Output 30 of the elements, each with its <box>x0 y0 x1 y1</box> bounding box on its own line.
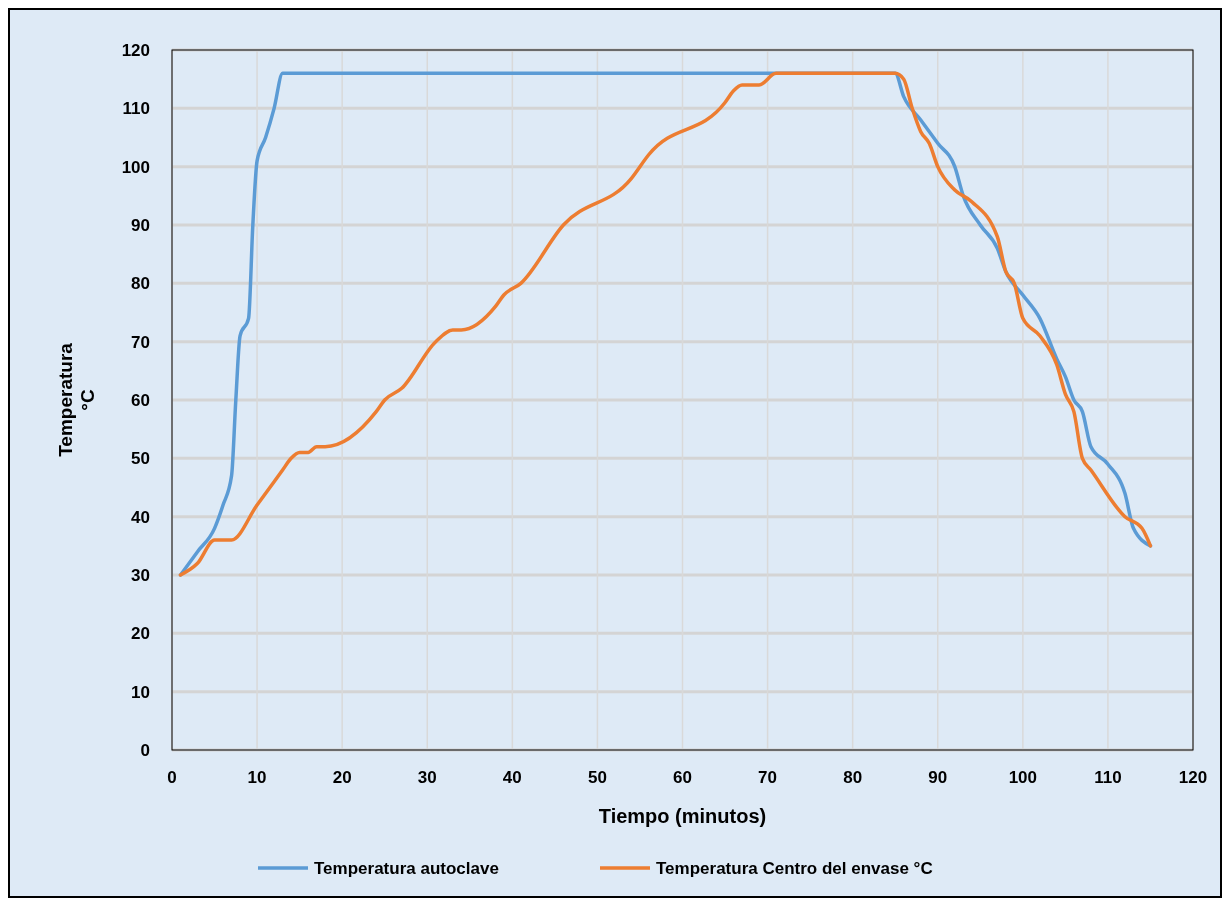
x-tick-label: 120 <box>1178 768 1208 787</box>
y-tick-label: 30 <box>131 565 150 585</box>
x-tick-label: 100 <box>1008 768 1038 787</box>
y-tick-label: 10 <box>131 682 150 702</box>
x-tick-label: 60 <box>673 768 692 787</box>
x-tick-label: 110 <box>1094 768 1122 787</box>
y-tick-label: 70 <box>131 332 150 352</box>
y-tick-label: 120 <box>121 40 150 60</box>
x-tick-label: 50 <box>587 768 607 787</box>
legend-label: Temperatura Centro del envase °C <box>656 858 933 878</box>
x-tick-label: 10 <box>247 768 267 787</box>
y-tick-label: 60 <box>131 390 150 410</box>
x-tick-label: 40 <box>502 768 522 787</box>
y-tick-label: 40 <box>131 507 150 527</box>
x-tick-label: 0 <box>167 768 177 787</box>
x-tick-label: 20 <box>332 768 352 787</box>
y-tick-label: 0 <box>140 740 150 760</box>
legend-label: Temperatura autoclave <box>314 858 499 878</box>
y-axis-title: Temperatura °C <box>55 342 98 457</box>
x-tick-label: 90 <box>928 768 948 787</box>
y-tick-label: 50 <box>131 449 150 469</box>
x-tick-label: 80 <box>843 768 863 787</box>
x-axis-title: Tiempo (minutos) <box>598 805 767 827</box>
y-tick-label: 20 <box>131 624 150 644</box>
x-tick-label: 70 <box>758 768 778 787</box>
y-tick-label: 100 <box>121 157 150 177</box>
x-tick-label: 30 <box>417 768 437 787</box>
y-tick-label: 90 <box>131 215 150 235</box>
y-tick-label: 110 <box>122 99 150 119</box>
y-tick-label: 80 <box>131 274 150 294</box>
